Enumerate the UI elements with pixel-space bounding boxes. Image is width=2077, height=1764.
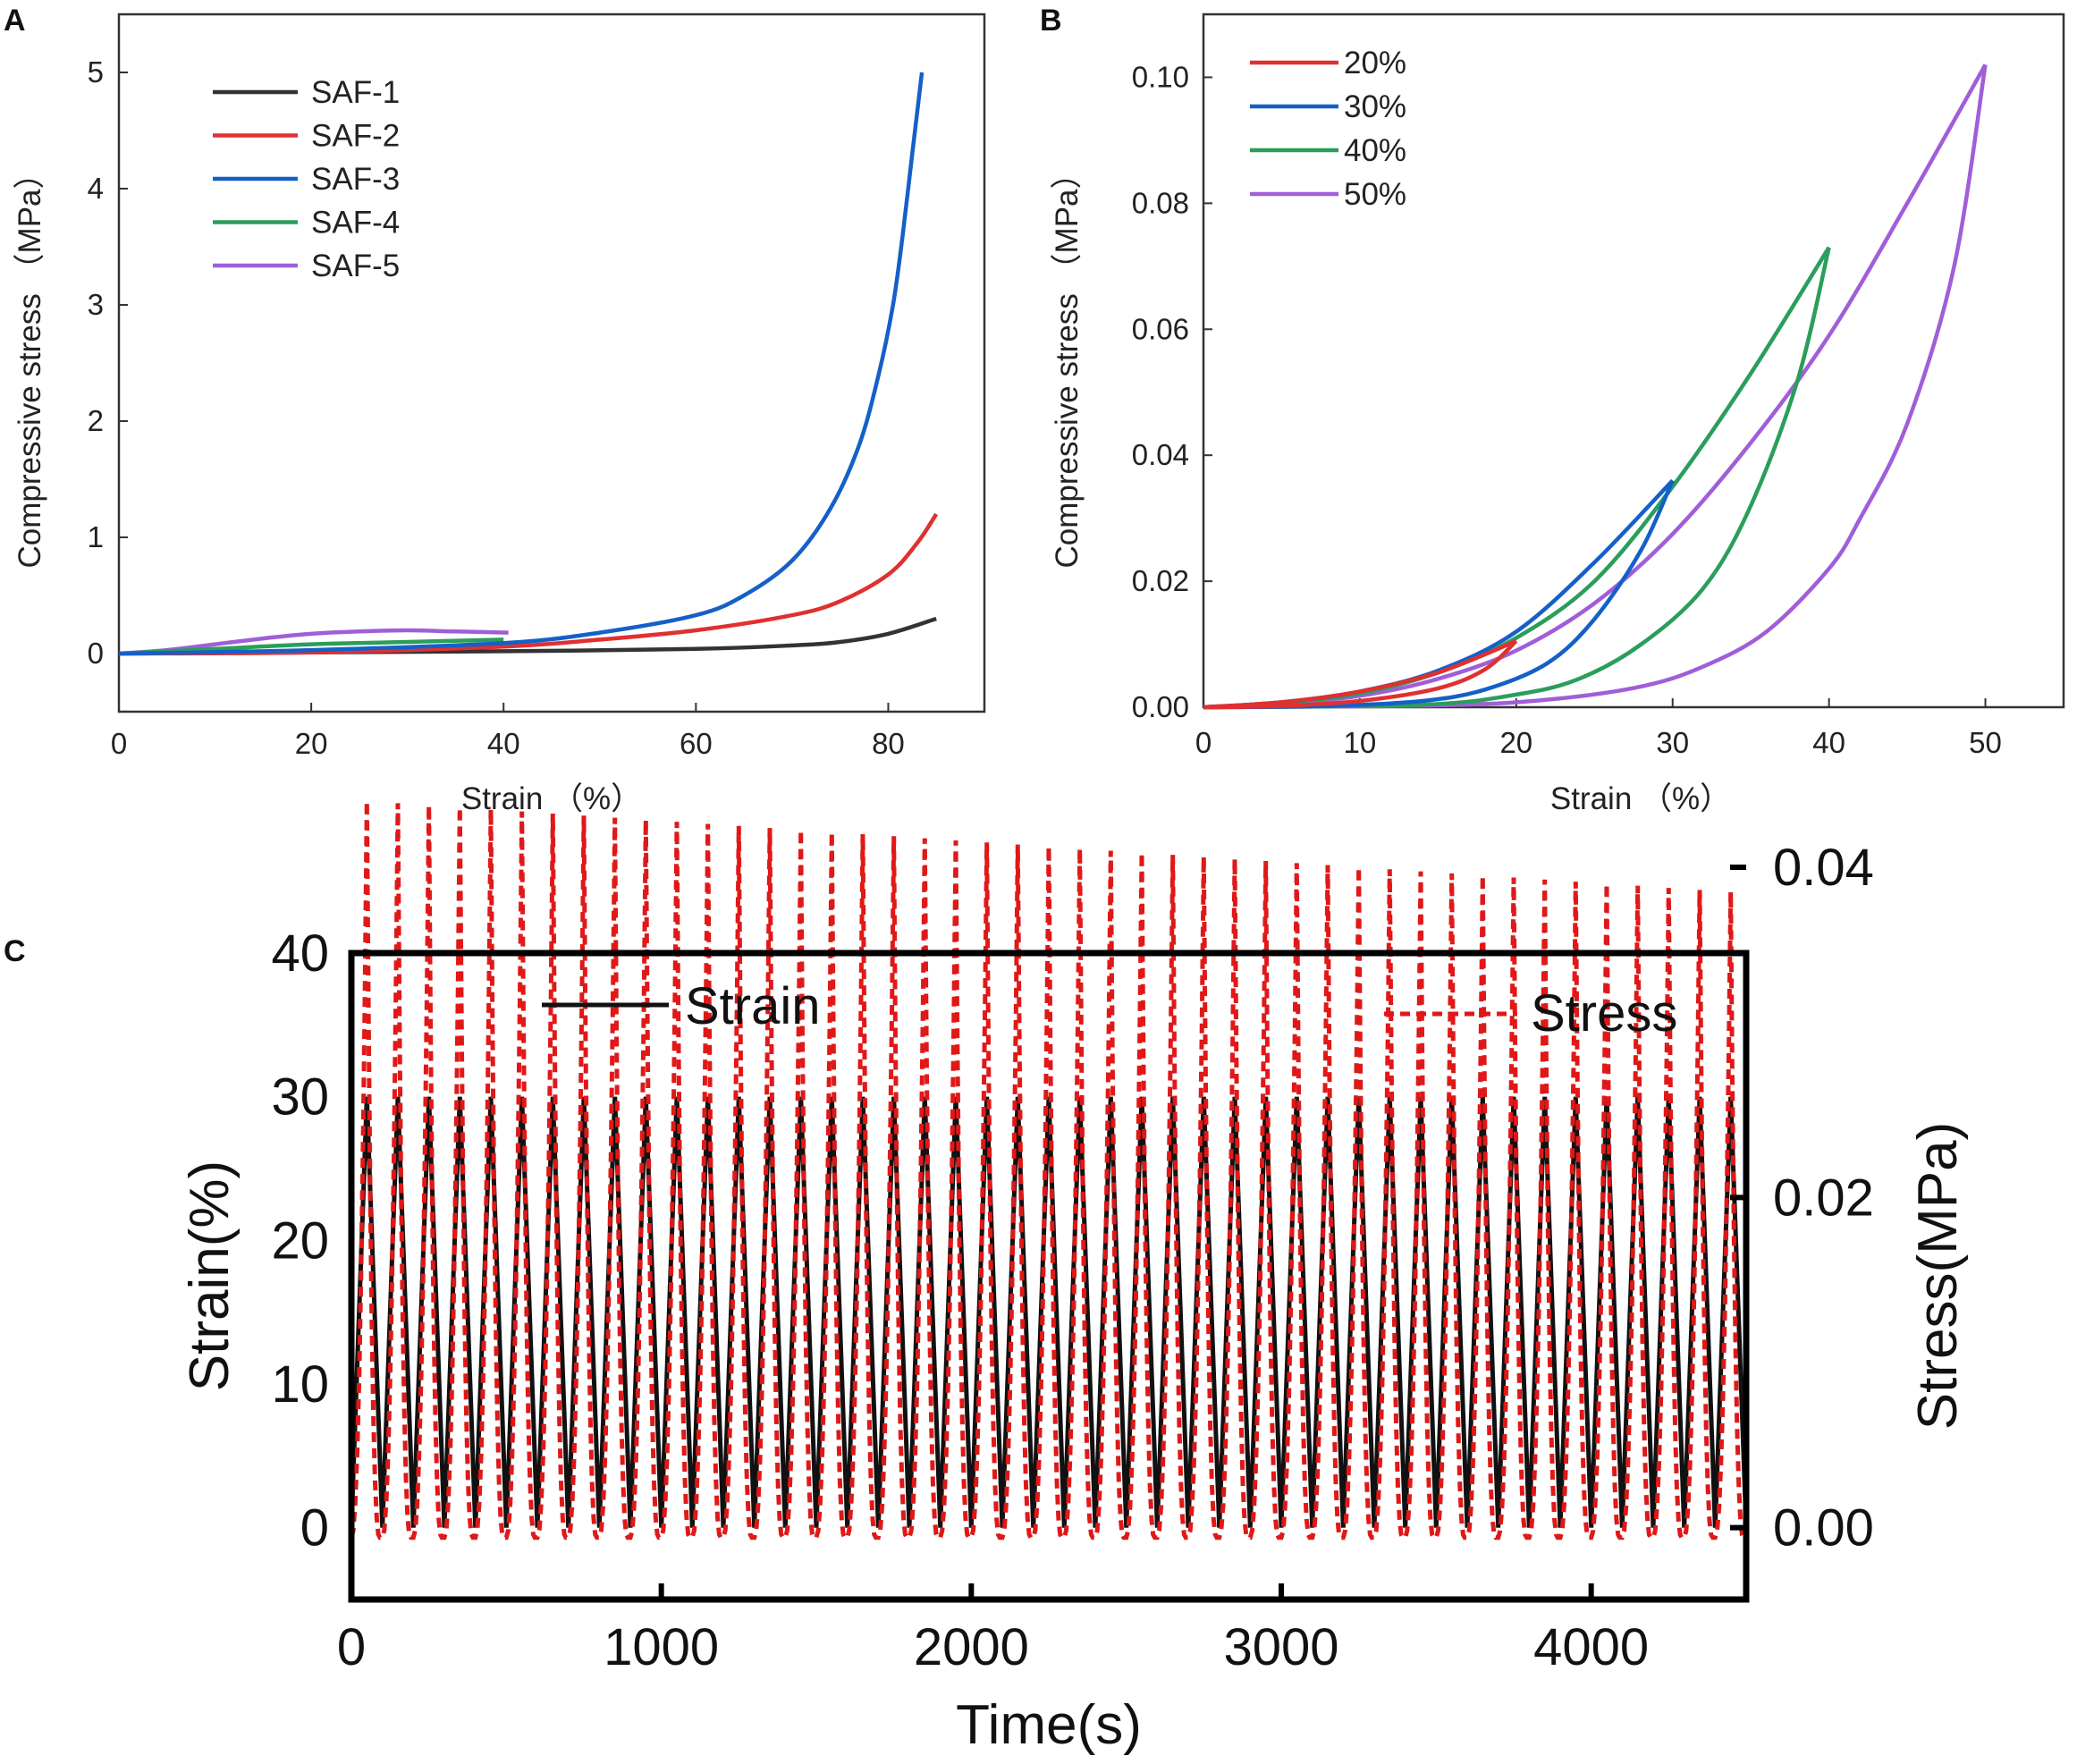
panel-a-y-ticks: 0 1 2 3 4 5 xyxy=(88,55,128,670)
panel-c-x-tick-label: 1000 xyxy=(604,1618,719,1676)
panel-a-legend-label: SAF-5 xyxy=(311,249,400,283)
panel-a-series-line-saf-4 xyxy=(118,637,504,656)
panel-b-unloading-curve-40pct xyxy=(1203,247,1831,710)
panel-a-label: A xyxy=(4,4,26,38)
panel-c-label: C xyxy=(4,934,26,968)
panel-b-x-tick-label: 10 xyxy=(1344,726,1377,759)
panel-b-unloading-curve-50pct xyxy=(1203,64,1988,710)
panel-b-x-tick-label: 0 xyxy=(1195,726,1212,759)
panel-b-legend-label: 50% xyxy=(1344,177,1406,212)
panel-b-y-tick-label: 0.02 xyxy=(1132,564,1189,597)
panel-b-label: B xyxy=(1040,4,1062,38)
panel-c-legend-label-strain: Strain xyxy=(685,977,821,1035)
panel-b-frame xyxy=(1202,13,2065,709)
panel-c-x-tick-label: 3000 xyxy=(1223,1618,1338,1676)
panel-a-legend: SAF-1 SAF-2 SAF-3 SAF-4 SAF-5 xyxy=(213,75,400,283)
panel-c-y2-ticks: 0.00 0.02 0.04 xyxy=(1730,839,1874,1557)
panel-c-frame xyxy=(348,950,1750,1603)
panel-c-lines xyxy=(349,801,1749,1540)
panel-b-x-tick-label: 30 xyxy=(1656,726,1689,759)
panel-c-y2-tick-label: 0.00 xyxy=(1773,1499,1874,1557)
panel-a-y-tick-label: 1 xyxy=(88,520,104,553)
panel-a-x-label: Strain （%） xyxy=(461,781,642,816)
panel-c-legend-label-stress: Stress xyxy=(1531,984,1677,1042)
panel-a-x-tick-label: 20 xyxy=(295,727,328,760)
panel-c-y-ticks: 0 10 20 30 40 xyxy=(271,924,329,1557)
panel-a-series-line-saf-2 xyxy=(118,512,939,656)
panel-b-legend: 20% 30% 40% 50% xyxy=(1250,46,1406,212)
panel-c-x-ticks: 0 1000 2000 3000 4000 xyxy=(337,1583,1649,1676)
panel-b-x-tick-label: 50 xyxy=(1969,726,2002,759)
panel-c-stress-line xyxy=(349,801,1746,1540)
panel-b-y-tick-label: 0.00 xyxy=(1132,690,1189,723)
panel-c-legend: Strain Stress xyxy=(542,977,1677,1042)
panel-a-y-tick-label: 0 xyxy=(88,637,104,670)
panel-a-x-tick-label: 60 xyxy=(680,727,713,760)
panel-b-y-label: Compressive stress （MPa） xyxy=(1050,158,1085,569)
panel-a-y-tick-label: 5 xyxy=(88,55,104,89)
panel-b-loading-curve-20pct xyxy=(1203,638,1517,710)
panel-a-legend-label: SAF-1 xyxy=(311,75,400,110)
panel-a-y-label: Compressive stress （MPa） xyxy=(13,158,47,569)
panel-b-legend-label: 30% xyxy=(1344,89,1406,124)
panel-a-y-tick-label: 3 xyxy=(88,288,104,321)
panel-c-x-label: Time(s) xyxy=(956,1694,1142,1756)
panel-c-y-tick-label: 40 xyxy=(271,924,329,983)
panel-a-series-line-saf-3 xyxy=(118,72,925,656)
panel-a-x-tick-label: 0 xyxy=(111,727,127,760)
panel-b-unloading-curve-20pct xyxy=(1203,639,1518,710)
panel-b-legend-label: 40% xyxy=(1344,133,1406,168)
panel-b-y-tick-label: 0.04 xyxy=(1132,438,1189,471)
panel-b-y-tick-label: 0.10 xyxy=(1132,60,1189,93)
panel-b: B 0 10 20 30 40 50 0.00 0.02 0.04 0.06 0.08 0.10 2… xyxy=(1040,4,2065,816)
panel-b-unloading-curve-30pct xyxy=(1203,479,1675,710)
panel-c-x-tick-label: 2000 xyxy=(914,1618,1029,1676)
panel-a-y-tick-label: 2 xyxy=(88,404,104,437)
panel-c-y2-label: Stress(MPa) xyxy=(1907,1122,1969,1430)
panel-b-y-tick-label: 0.08 xyxy=(1132,186,1189,219)
panel-c-y-tick-label: 20 xyxy=(271,1211,329,1270)
panel-a-x-ticks: 0 20 40 60 80 xyxy=(111,703,905,760)
panel-c-y-tick-label: 10 xyxy=(271,1355,329,1414)
panel-c-y-label: Strain(%) xyxy=(179,1161,241,1391)
panel-c-y-tick-label: 30 xyxy=(271,1068,329,1127)
panel-b-x-ticks: 0 10 20 30 40 50 xyxy=(1195,698,2002,759)
panel-c-x-tick-label: 4000 xyxy=(1533,1618,1649,1676)
panel-b-y-ticks: 0.00 0.02 0.04 0.06 0.08 0.10 xyxy=(1132,60,1212,723)
panel-a-x-tick-label: 80 xyxy=(872,727,905,760)
panel-c-y2-tick-label: 0.02 xyxy=(1773,1169,1874,1227)
panel-b-y-tick-label: 0.06 xyxy=(1132,312,1189,345)
panel-b-x-tick-label: 20 xyxy=(1499,726,1532,759)
panel-a-x-tick-label: 40 xyxy=(487,727,520,760)
panel-b-loading-curve-50pct xyxy=(1203,63,1988,710)
panel-b-legend-label: 20% xyxy=(1344,46,1406,80)
panel-a-legend-label: SAF-4 xyxy=(311,206,400,241)
panel-a-lines xyxy=(118,72,939,656)
panel-a-legend-label: SAF-2 xyxy=(311,119,400,154)
panel-c-y-tick-label: 0 xyxy=(300,1499,329,1557)
panel-a-legend-label: SAF-3 xyxy=(311,162,400,197)
panel-c-x-tick-label: 0 xyxy=(337,1618,366,1676)
panel-a-y-tick-label: 4 xyxy=(88,172,104,205)
panel-b-lines xyxy=(1203,63,1988,710)
panel-c-y2-tick-label: 0.04 xyxy=(1773,839,1874,897)
panel-b-x-label: Strain （%） xyxy=(1550,781,1731,816)
panel-b-x-tick-label: 40 xyxy=(1812,726,1845,759)
panel-a-frame xyxy=(117,13,986,713)
